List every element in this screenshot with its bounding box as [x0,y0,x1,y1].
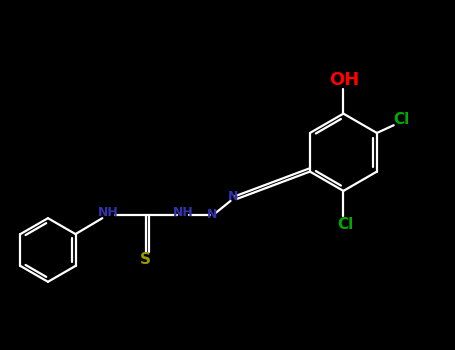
Text: N: N [207,209,217,222]
Text: NH: NH [172,206,193,219]
Text: Cl: Cl [338,217,354,232]
Text: Cl: Cl [394,112,410,127]
Text: NH: NH [98,206,119,219]
Text: S: S [140,252,151,267]
Text: N: N [228,190,238,203]
Text: OH: OH [329,71,359,90]
